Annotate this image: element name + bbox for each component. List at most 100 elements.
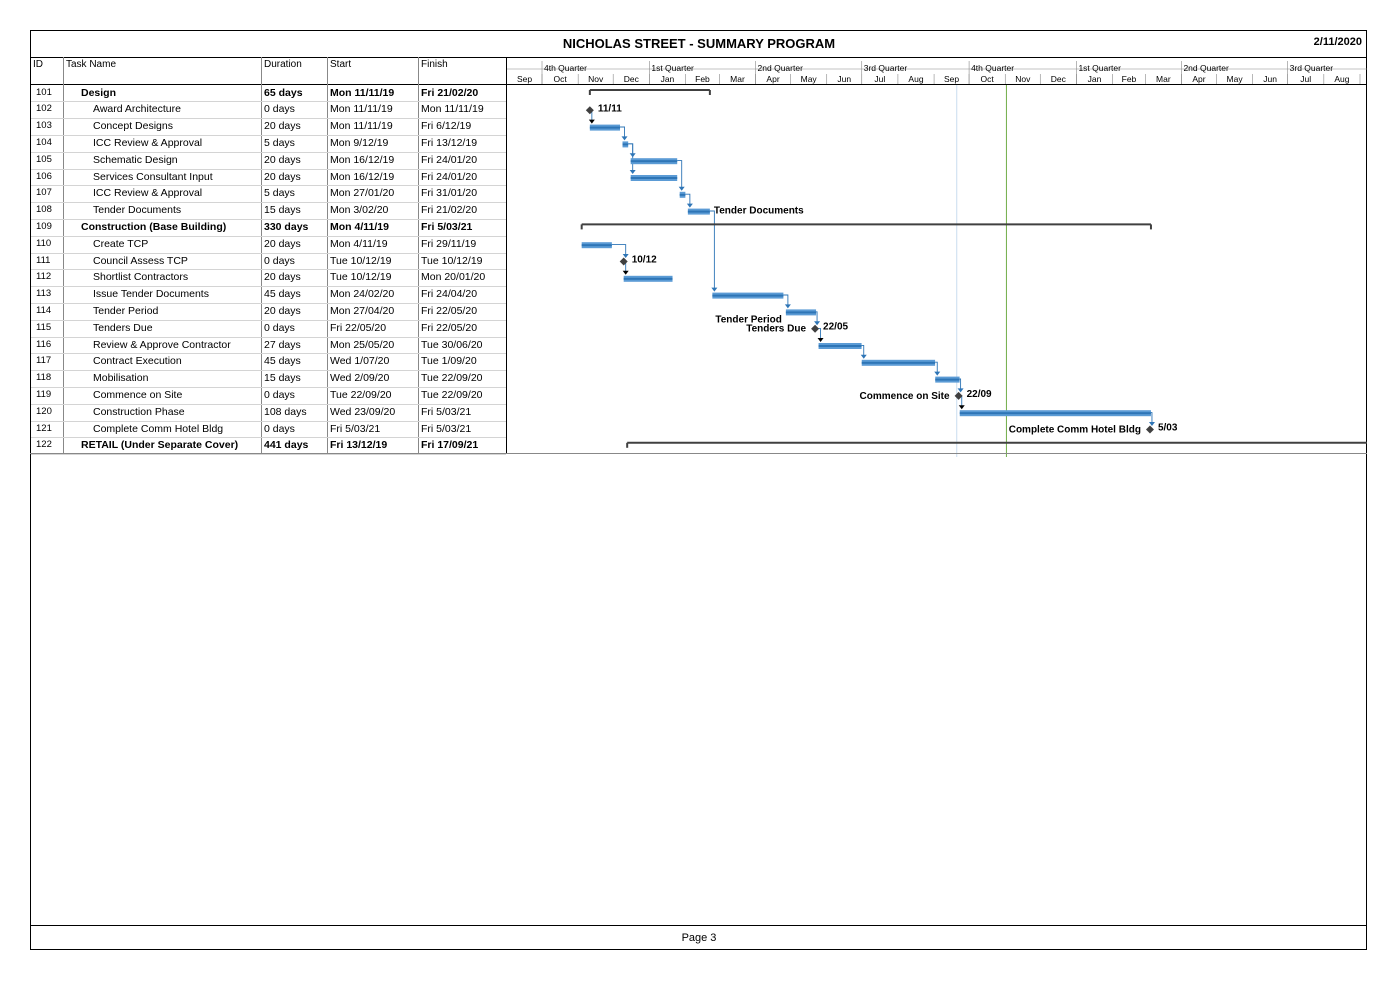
task-start: Mon 3/02/20 (330, 204, 389, 217)
row-divider (31, 403, 506, 405)
link-arrow (817, 338, 824, 342)
quarter-label: 2nd Quarter (758, 63, 804, 73)
row-divider (31, 134, 506, 136)
task-bar-progress (935, 378, 960, 381)
link-arrow (784, 304, 791, 309)
task-duration: 45 days (264, 355, 301, 368)
milestone-date-label: 10/12 (632, 255, 657, 266)
row-divider (31, 252, 506, 254)
month-label: Nov (1015, 74, 1031, 84)
col-header-name[interactable]: Task Name (66, 59, 117, 70)
month-label: Oct (553, 74, 567, 84)
quarter-label: 3rd Quarter (1290, 63, 1334, 73)
task-id: 106 (36, 170, 52, 182)
task-bar-progress (712, 294, 784, 297)
task-id: 122 (36, 439, 52, 451)
quarter-label: 4th Quarter (544, 63, 587, 73)
task-duration: 20 days (264, 271, 301, 284)
month-label: Nov (588, 74, 604, 84)
col-header-start[interactable]: Start (330, 59, 352, 70)
task-id: 102 (36, 103, 52, 115)
milestone-name-label: Complete Comm Hotel Bldg (1009, 425, 1141, 436)
month-label: Dec (624, 74, 640, 84)
task-id: 108 (36, 204, 52, 216)
link-arrow (678, 186, 685, 191)
task-bar-progress (630, 177, 678, 179)
month-label: Apr (766, 74, 779, 84)
header-bottom-line (30, 84, 1367, 85)
dependency-link (935, 361, 938, 375)
link-arrow (1148, 422, 1155, 426)
link-arrow (686, 203, 693, 208)
task-start: Tue 22/09/20 (330, 388, 392, 401)
col-header-id[interactable]: ID (33, 59, 43, 70)
task-id: 101 (36, 86, 52, 98)
task-duration: 65 days (264, 86, 303, 99)
task-duration: 20 days (264, 304, 301, 317)
milestone-date-label: 5/03 (1158, 423, 1178, 434)
month-label: Mar (1156, 74, 1171, 84)
dependency-link (1150, 412, 1153, 425)
link-arrow (957, 388, 964, 393)
task-duration: 5 days (264, 136, 295, 149)
col-header-finish[interactable]: Finish (421, 59, 448, 70)
task-duration: 15 days (264, 204, 301, 217)
col-header-duration[interactable]: Duration (264, 59, 302, 70)
task-name: Council Assess TCP (93, 254, 188, 267)
milestone-diamond (1145, 425, 1154, 434)
task-id: 104 (36, 136, 52, 148)
task-bar-progress (581, 244, 612, 247)
task-start: Mon 4/11/19 (330, 237, 388, 250)
task-name: Services Consultant Input (93, 170, 213, 183)
task-finish: Tue 22/09/20 (421, 388, 483, 401)
task-name: Tender Documents (93, 204, 182, 217)
row-divider (31, 185, 506, 187)
month-label: Jan (661, 74, 675, 84)
link-arrow (622, 254, 629, 258)
month-label: Jun (837, 74, 851, 84)
task-bar-progress (630, 160, 678, 163)
row-divider (31, 386, 506, 388)
task-name: Review & Approve Contractor (93, 338, 231, 351)
milestone-date-label: 11/11 (598, 103, 622, 114)
task-start: Mon 11/11/19 (330, 103, 393, 116)
task-duration: 441 days (264, 439, 309, 452)
task-duration: 0 days (264, 103, 295, 116)
task-name: Schematic Design (93, 153, 178, 166)
month-label: Jan (1088, 74, 1102, 84)
task-id: 109 (36, 220, 52, 232)
task-start: Mon 16/12/19 (330, 153, 395, 166)
task-duration: 0 days (264, 388, 295, 401)
task-name: Issue Tender Documents (93, 288, 209, 301)
task-finish: Fri 22/05/20 (421, 321, 478, 334)
month-label: Feb (1122, 74, 1137, 84)
task-duration: 330 days (264, 220, 309, 233)
task-duration: 0 days (264, 321, 295, 334)
milestone-diamond (954, 391, 963, 400)
task-duration: 15 days (264, 372, 301, 385)
col-sep (63, 57, 64, 453)
task-name: Create TCP (93, 237, 149, 250)
task-name: ICC Review & Approval (93, 187, 203, 200)
link-arrow (621, 136, 628, 141)
task-name: Construction Phase (93, 405, 185, 418)
row-divider (31, 101, 506, 103)
task-name: Mobilisation (93, 372, 149, 385)
task-bar-progress (589, 126, 621, 129)
task-start: Wed 23/09/20 (330, 405, 396, 418)
task-bar-progress (622, 143, 629, 146)
task-name: Commence on Site (93, 388, 183, 401)
task-start: Wed 2/09/20 (330, 372, 390, 385)
task-duration: 5 days (264, 187, 295, 200)
col-sep (261, 57, 262, 453)
dependency-link (611, 244, 627, 257)
task-start: Wed 1/07/20 (330, 355, 390, 368)
page-title: NICHOLAS STREET - SUMMARY PROGRAM (562, 36, 836, 51)
task-id: 120 (36, 405, 52, 417)
task-duration: 0 days (264, 254, 295, 267)
task-finish: Fri 22/05/20 (421, 304, 478, 317)
task-bar-progress (623, 277, 673, 280)
task-finish: Fri 24/04/20 (421, 288, 478, 301)
month-label: Oct (981, 74, 995, 84)
task-finish: Fri 5/03/21 (421, 422, 472, 435)
